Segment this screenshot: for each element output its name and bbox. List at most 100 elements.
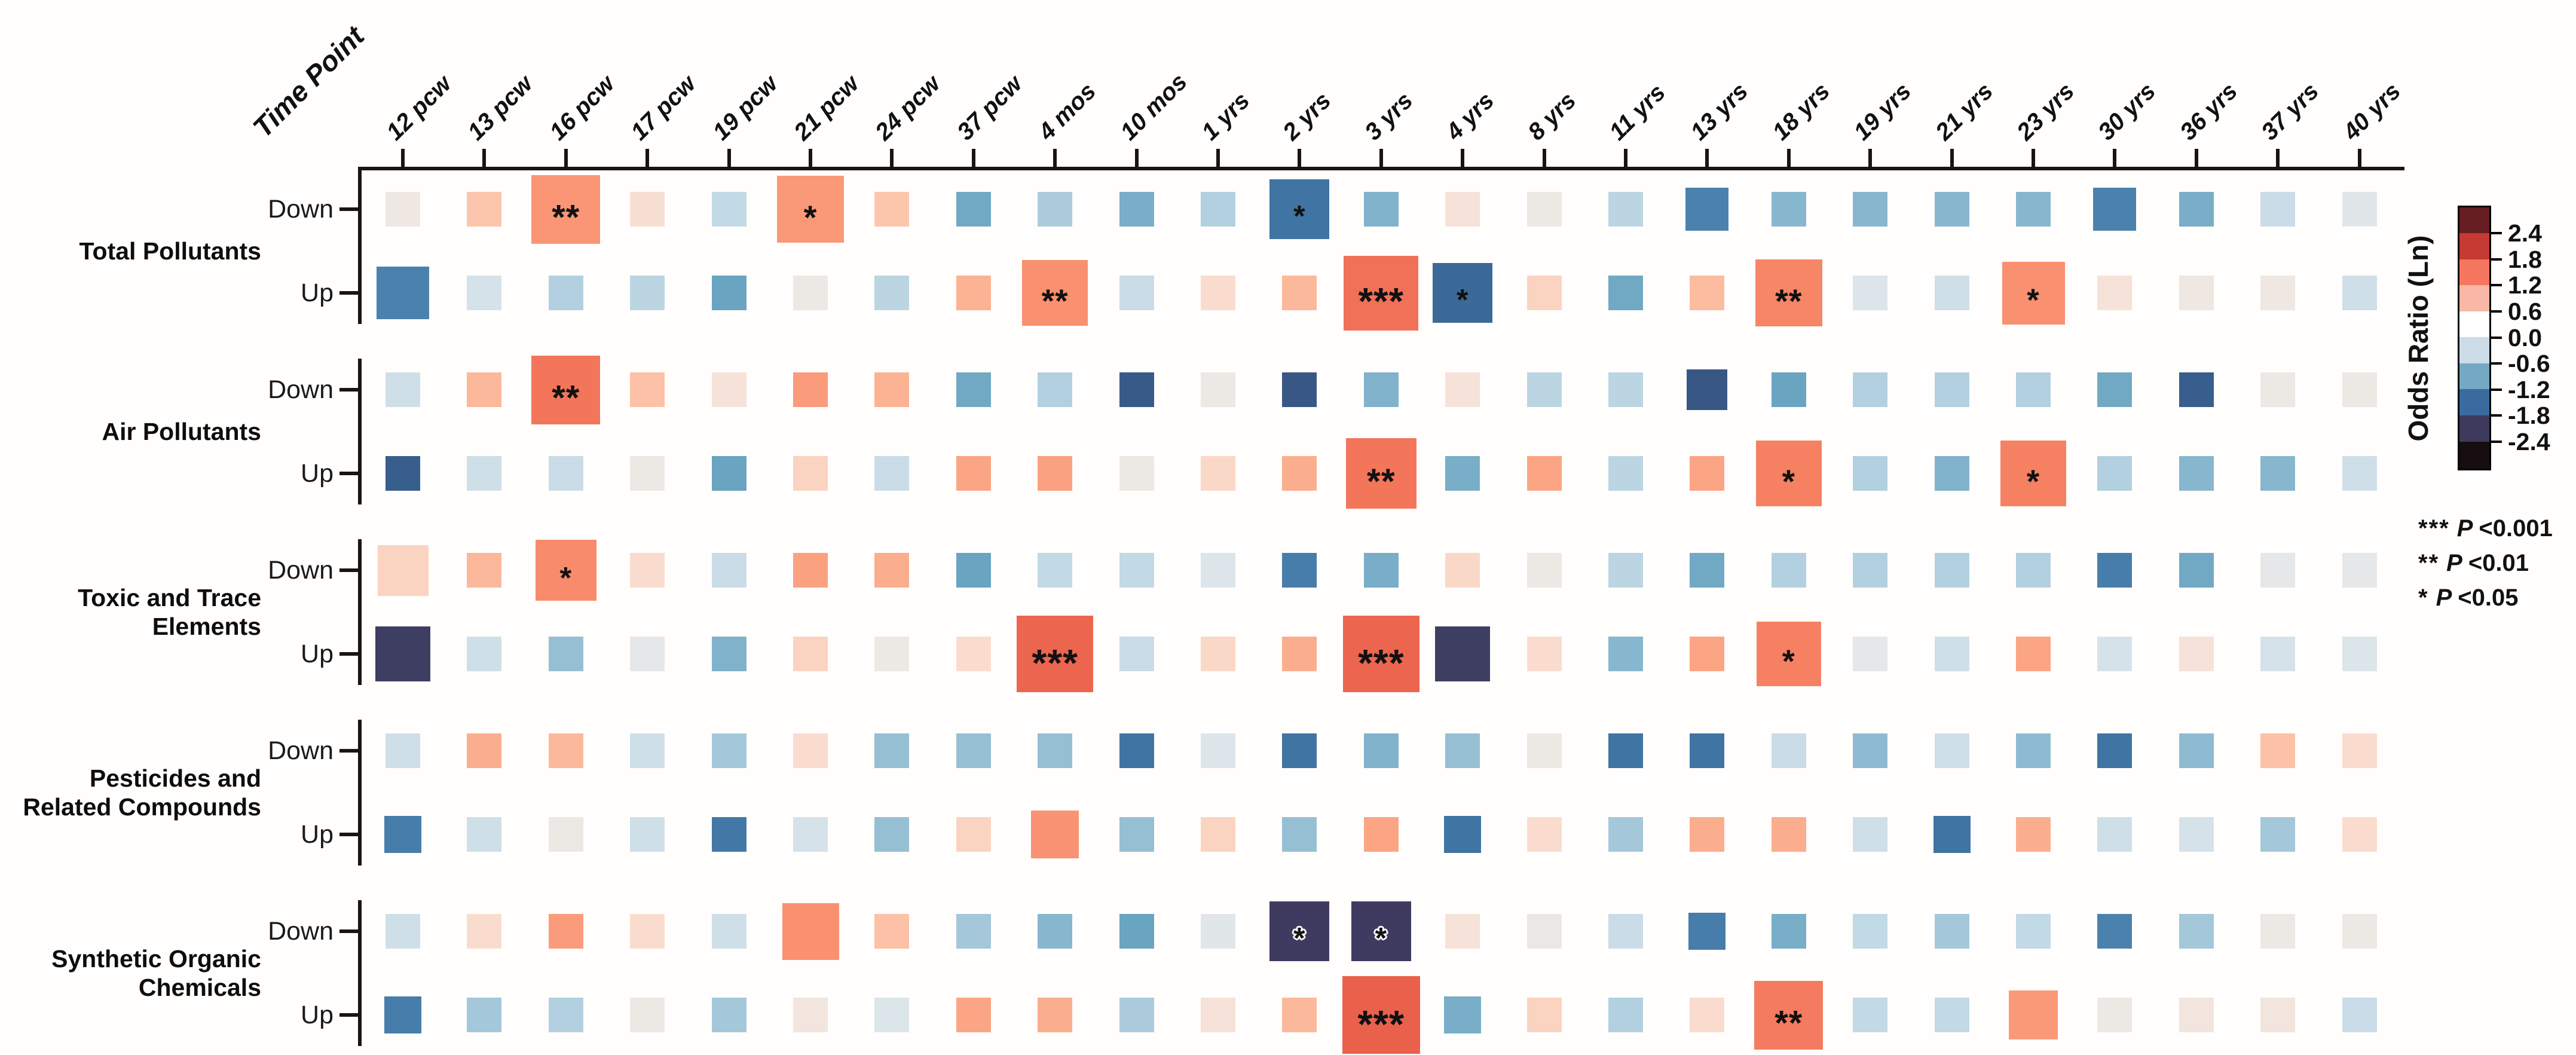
category-label: Total Pollutants: [79, 237, 261, 265]
heatmap-cell: **: [1754, 980, 1824, 1050]
heatmap-cell: [2179, 733, 2214, 768]
y-axis-tick: [339, 652, 358, 656]
colorbar-block: [2459, 389, 2489, 415]
heatmap-cell: [467, 998, 502, 1032]
heatmap-cell: [1526, 276, 1562, 310]
x-axis-tick-label: 16 pcw: [544, 70, 620, 146]
heatmap-cell: [2260, 372, 2296, 407]
x-axis-tick: [1216, 149, 1220, 167]
heatmap-cell: **: [1022, 260, 1088, 326]
heatmap-cell: [874, 553, 910, 588]
x-axis-tick: [1134, 149, 1139, 167]
heatmap-cell: [2097, 456, 2133, 491]
heatmap-cell: [386, 372, 420, 407]
heatmap-cell: [1119, 914, 1154, 949]
heatmap-cell: [956, 372, 991, 407]
heatmap-cell: [793, 637, 828, 671]
heatmap-cell: [1934, 914, 1969, 949]
heatmap-cell: [1771, 733, 1806, 768]
x-axis-tick: [1705, 149, 1709, 167]
heatmap-cell: ***: [1344, 255, 1419, 331]
significance-legend-item: *** P <0.001: [2418, 514, 2553, 543]
heatmap-cell: [467, 637, 502, 671]
heatmap-cell: [1119, 553, 1154, 588]
heatmap-cell: [467, 733, 502, 768]
heatmap-cell: [1771, 372, 1806, 407]
heatmap-cell: [2179, 456, 2214, 491]
row-label-up: Up: [301, 820, 334, 849]
x-axis-tick: [1786, 149, 1791, 167]
heatmap-cell: [2260, 456, 2296, 491]
heatmap-cell: [1282, 553, 1317, 588]
colorbar-tick-label: -0.6: [2508, 350, 2550, 378]
significance-legend-p: P: [2436, 585, 2452, 611]
heatmap-cell: [874, 637, 910, 671]
heatmap-cell: [1608, 817, 1643, 852]
heatmap-cell: [1608, 553, 1643, 588]
heatmap-cell: [1119, 192, 1154, 227]
heatmap-cell: [630, 456, 665, 491]
colorbar-tick-label: -2.4: [2508, 427, 2550, 455]
heatmap-cell: [711, 192, 747, 227]
heatmap-cell: [1690, 998, 1725, 1032]
heatmap-cell: [548, 998, 583, 1032]
x-axis-tick-label: 8 yrs: [1522, 87, 1581, 146]
heatmap-cell: [1526, 192, 1562, 227]
heatmap-cell: [2342, 553, 2377, 588]
colorbar-tick-label: 1.2: [2508, 271, 2542, 299]
x-axis-tick-label: 19 yrs: [1849, 78, 1917, 146]
heatmap-cell: [711, 998, 747, 1032]
x-axis-tick-label: 21 yrs: [1930, 78, 1998, 146]
significance-stars: *: [559, 560, 573, 595]
heatmap-cell: [1445, 914, 1480, 949]
significance-stars: **: [552, 197, 580, 237]
heatmap-cell: [548, 914, 583, 949]
heatmap-cell: [1526, 914, 1562, 949]
significance-stars: **: [552, 378, 580, 417]
heatmap-cell: [956, 733, 991, 768]
colorbar-block: [2459, 415, 2489, 442]
heatmap-cell: [1119, 456, 1154, 491]
significance-legend-item: * P <0.05: [2418, 583, 2518, 612]
heatmap-cell: [1608, 192, 1643, 227]
heatmap-cell: [1038, 372, 1073, 407]
heatmap-cell: [386, 914, 420, 949]
heatmap-cell: [1201, 456, 1235, 491]
colorbar-tick: [2491, 284, 2502, 287]
heatmap-cell: [956, 637, 991, 671]
category-label: Synthetic Organic Chemicals: [51, 945, 261, 1001]
heatmap-cell: [1526, 456, 1562, 491]
heatmap-cell: *: [777, 176, 844, 243]
colorbar-tick-label: 0.6: [2508, 297, 2542, 325]
row-label-up: Up: [301, 279, 334, 307]
heatmap-cell: [467, 914, 502, 949]
heatmap-cell: [1363, 733, 1399, 768]
heatmap-cell: [711, 553, 747, 588]
heatmap-cell: [956, 817, 991, 852]
significance-legend-p: P: [2456, 515, 2473, 542]
significance-stars: *: [1293, 921, 1306, 955]
heatmap-cell: [711, 276, 747, 310]
heatmap-cell: [2260, 998, 2296, 1032]
y-axis-tick: [339, 568, 358, 572]
heatmap-cell: [2097, 998, 2133, 1032]
y-axis-tick: [339, 1013, 358, 1017]
x-axis-tick-label: 4 mos: [1033, 78, 1102, 146]
colorbar-tick: [2491, 414, 2502, 417]
y-axis-line: [358, 720, 362, 866]
significance-stars: ***: [1358, 280, 1405, 323]
x-axis-tick: [1298, 149, 1302, 167]
heatmap-cell: [793, 733, 828, 768]
heatmap-cell: *: [2002, 261, 2065, 325]
heatmap-cell: [2097, 914, 2133, 949]
significance-stars: *: [1782, 462, 1795, 500]
heatmap-cell: [1038, 914, 1073, 949]
colorbar-title: Odds Ratio (Ln): [2403, 235, 2434, 442]
colorbar-tick: [2491, 440, 2502, 443]
colorbar-tick: [2491, 232, 2502, 235]
heatmap-cell: [1608, 372, 1643, 407]
heatmap-cell: *: [2000, 441, 2066, 506]
heatmap-cell: [630, 637, 665, 671]
heatmap-cell: [874, 192, 910, 227]
heatmap-cell: [1201, 276, 1235, 310]
